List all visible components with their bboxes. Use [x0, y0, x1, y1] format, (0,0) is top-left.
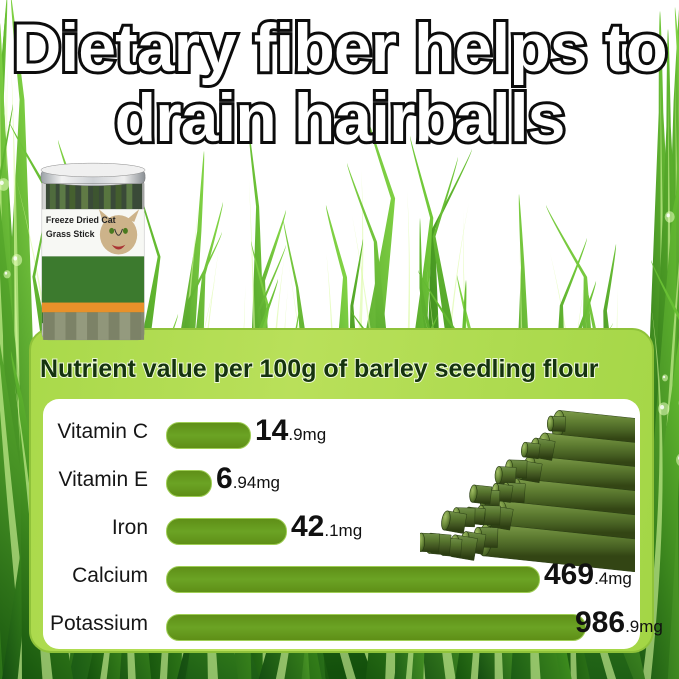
svg-text:Freeze Dried Cat: Freeze Dried Cat — [46, 215, 116, 225]
svg-text:Grass Stick: Grass Stick — [46, 229, 95, 239]
